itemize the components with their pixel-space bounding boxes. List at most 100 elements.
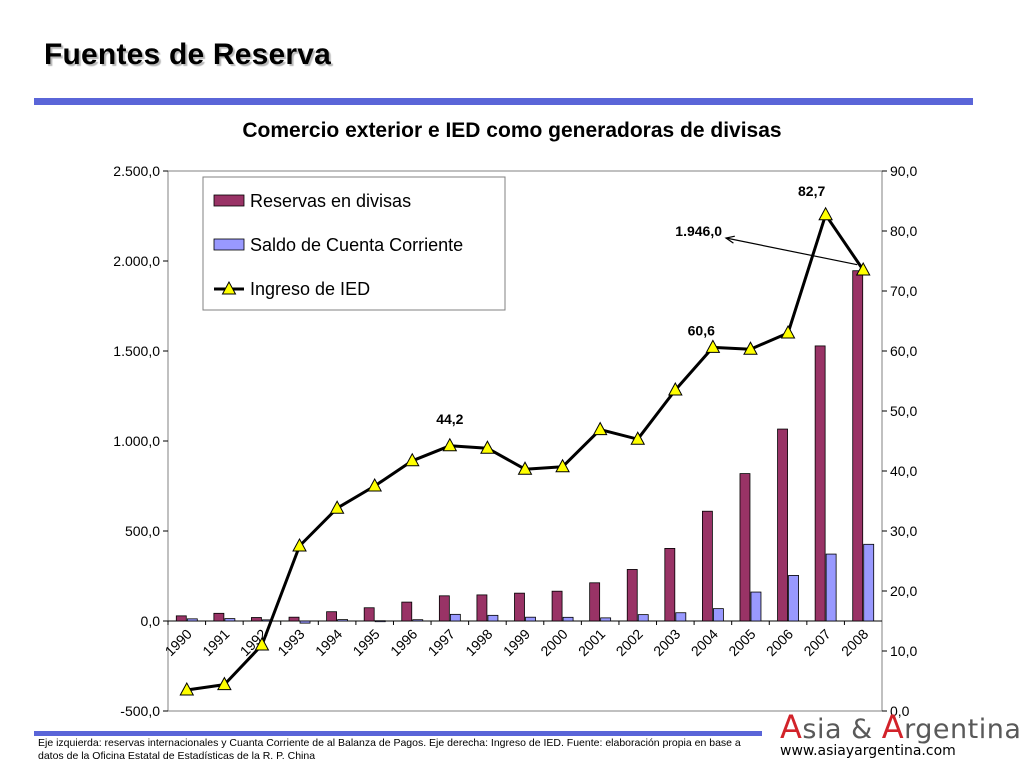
ied-marker-2000	[555, 458, 570, 473]
bar-reservas-1991	[213, 612, 225, 622]
left-axis-tick-label: 1.000,0	[113, 433, 160, 449]
ied-marker-1990	[179, 681, 195, 696]
bar-cuenta-corriente-1993	[299, 620, 311, 624]
bar-cuenta-corriente-2008	[863, 543, 875, 622]
legend-swatch-marker	[221, 280, 237, 295]
left-axis-tick-label: 0,0	[141, 613, 161, 629]
bar-reservas-1999	[514, 592, 525, 622]
left-axis-tick-label: 2.500,0	[113, 163, 160, 179]
bar-cuenta-corriente-2004	[712, 608, 724, 622]
legend	[202, 176, 506, 311]
bar-reservas-2005	[739, 473, 751, 622]
ied-marker-1993	[292, 537, 307, 552]
bar-cuenta-corriente-1991	[224, 618, 236, 622]
ied-marker-2001	[592, 421, 608, 436]
right-axis-tick-label: 60,0	[890, 343, 917, 359]
bar-reservas-1990	[175, 615, 187, 622]
ied-marker-2008	[855, 261, 871, 276]
category-label-1995: 1995	[349, 626, 382, 659]
chart-title: Comercio exterior e IED como generadoras…	[242, 119, 782, 142]
bar-reservas-1997	[438, 595, 450, 622]
left-axis-tick-label: -500,0	[120, 703, 160, 719]
category-label-2007: 2007	[800, 626, 833, 659]
legend-swatch-0	[213, 194, 245, 207]
ied-marker-1991	[217, 676, 232, 691]
data-label-1997: 44,2	[436, 411, 463, 427]
bar-cuenta-corriente-2005	[750, 591, 762, 622]
bar-cuenta-corriente-2001	[600, 617, 612, 622]
callout-arrow-line	[725, 237, 858, 266]
right-axis-tick-label: 10,0	[890, 643, 917, 659]
bar-reservas-1995	[363, 607, 375, 622]
bar-cuenta-corriente-2007	[825, 553, 837, 622]
logo-url: www.asiayargentina.com	[780, 743, 956, 759]
ied-marker-1997	[442, 437, 458, 452]
legend-swatch-1	[213, 238, 245, 251]
category-label-1991: 1991	[199, 626, 232, 659]
footnote: Eje izquierda: reservas internacionales …	[38, 737, 741, 762]
callout-arrow-head	[724, 235, 735, 244]
category-label-2006: 2006	[763, 626, 796, 659]
ied-marker-1996	[404, 452, 420, 467]
bar-reservas-1996	[401, 601, 413, 622]
right-axis-tick-label: 90,0	[890, 163, 917, 179]
bar-reservas-1993	[288, 616, 300, 622]
data-label-2004: 60,6	[688, 322, 715, 338]
category-label-1993: 1993	[274, 626, 307, 659]
ied-marker-1998	[480, 440, 495, 454]
footer-rule	[34, 731, 762, 736]
bar-reservas-2000	[551, 590, 563, 622]
category-label-2003: 2003	[650, 626, 683, 659]
bar-cuenta-corriente-2000	[562, 616, 574, 622]
legend-label-0: Reservas en divisas	[250, 191, 411, 211]
bar-cuenta-corriente-1995	[374, 620, 386, 623]
ied-marker-1999	[517, 461, 533, 475]
left-axis-tick-label: 500,0	[125, 523, 160, 539]
ied-marker-1994	[329, 500, 345, 514]
bar-reservas-2006	[777, 428, 788, 622]
bar-reservas-1992	[251, 617, 262, 622]
right-axis-tick-label: 20,0	[890, 583, 917, 599]
ied-marker-2007	[818, 206, 833, 221]
logo-wordmark: Asia & Argentina	[780, 708, 1022, 746]
legend-label-1: Saldo de Cuenta Corriente	[250, 235, 463, 255]
left-axis-tick-label: 2.000,0	[113, 253, 160, 269]
bar-reservas-2007	[814, 345, 826, 622]
bar-cuenta-corriente-1998	[487, 614, 499, 622]
category-label-2005: 2005	[725, 626, 758, 659]
bar-cuenta-corriente-1997	[449, 613, 461, 622]
right-axis-tick-label: 30,0	[890, 523, 917, 539]
ied-marker-1992	[254, 636, 270, 651]
bar-cuenta-corriente-2003	[675, 612, 687, 622]
ied-marker-1995	[367, 477, 383, 492]
bar-reservas-2002	[626, 569, 638, 622]
ied-marker-2004	[705, 339, 721, 353]
left-axis-tick-label: 1.500,0	[113, 343, 160, 359]
ied-marker-2002	[630, 431, 646, 445]
right-axis-tick-label: 0,0	[890, 703, 910, 719]
bar-reservas-2008	[852, 270, 864, 622]
category-label-2008: 2008	[838, 626, 871, 659]
bar-reservas-2001	[589, 582, 601, 622]
right-axis-tick-label: 50,0	[890, 403, 917, 419]
bar-reservas-1994	[326, 611, 338, 622]
category-label-1996: 1996	[387, 626, 420, 659]
right-axis-tick-label: 70,0	[890, 283, 917, 299]
category-label-2004: 2004	[688, 626, 721, 659]
category-label-1997: 1997	[425, 626, 458, 659]
bar-cuenta-corriente-1990	[186, 618, 198, 622]
title-underline	[34, 98, 973, 105]
data-label-2008: 1.946,0	[675, 223, 722, 239]
bar-cuenta-corriente-2006	[788, 575, 799, 622]
slide-title: Fuentes de Reserva	[44, 38, 332, 71]
bar-reservas-2003	[664, 548, 676, 622]
right-axis-tick-label: 40,0	[890, 463, 917, 479]
ied-marker-2003	[667, 381, 683, 396]
bar-cuenta-corriente-1996	[412, 619, 424, 622]
category-label-2000: 2000	[537, 626, 570, 659]
bar-cuenta-corriente-1999	[525, 616, 536, 622]
category-label-2001: 2001	[575, 626, 608, 659]
ied-marker-2005	[743, 341, 758, 355]
category-label-1994: 1994	[312, 626, 345, 659]
